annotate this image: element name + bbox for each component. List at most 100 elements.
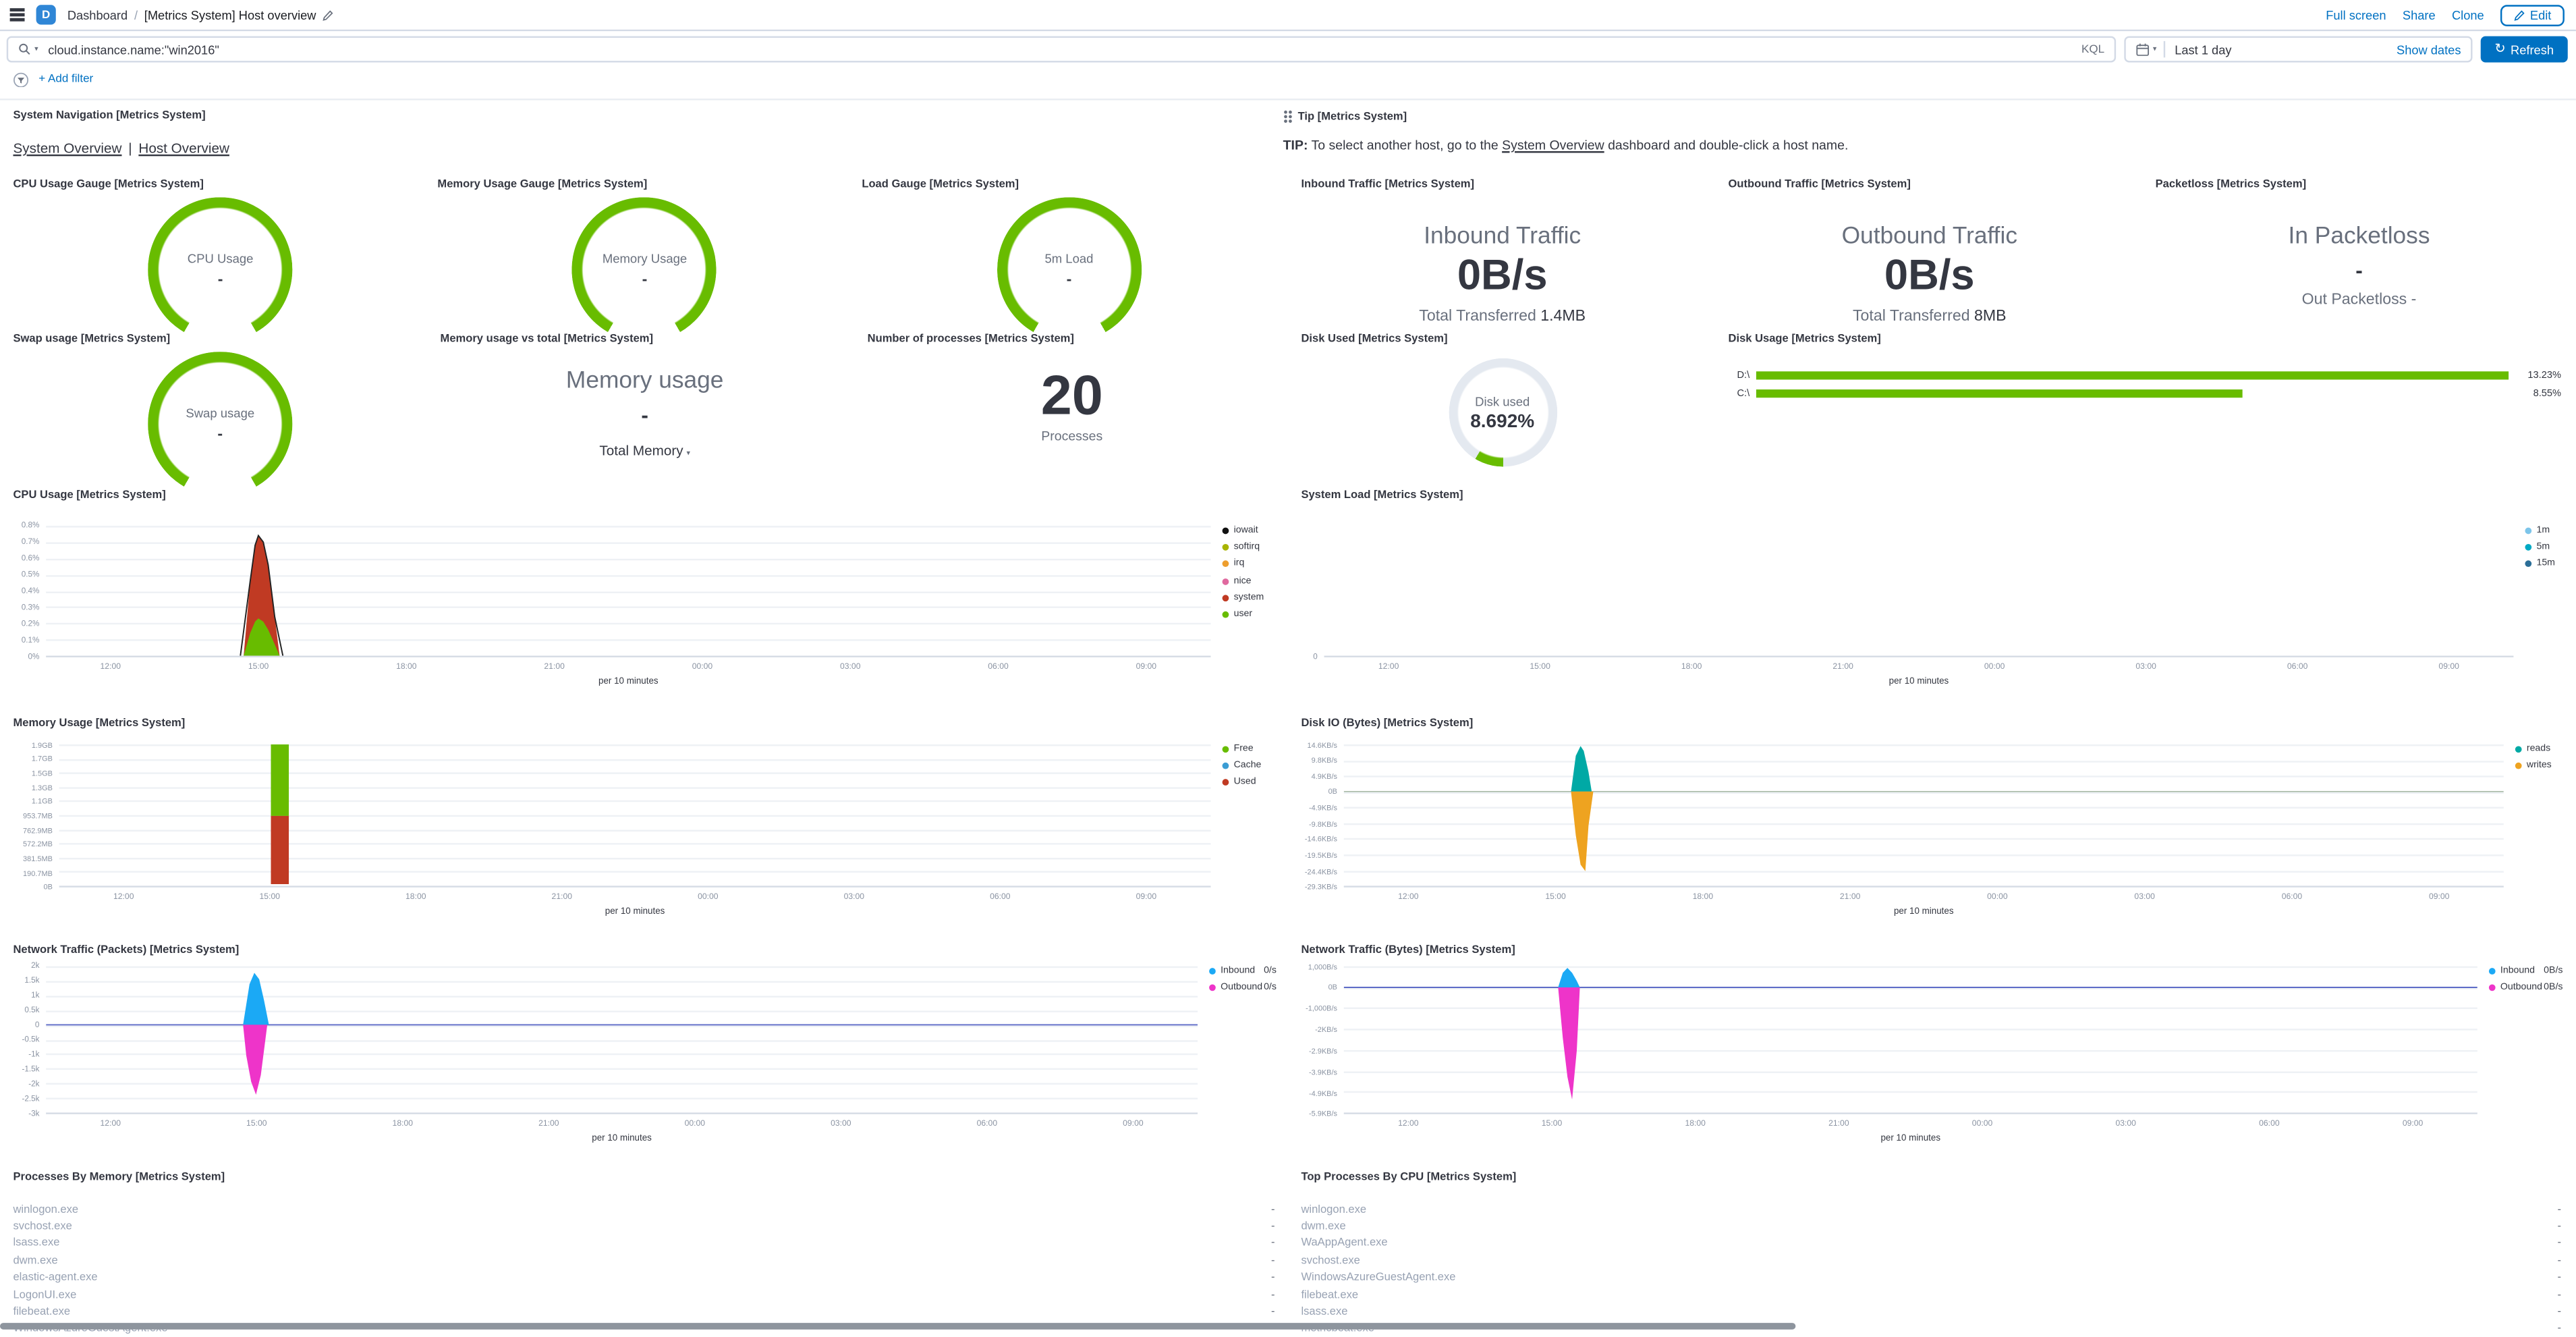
process-name: filebeat.exe bbox=[1301, 1289, 1359, 1301]
edit-button[interactable]: Edit bbox=[2500, 4, 2565, 26]
x-axis-ticks: 12:00 15:00 18:00 21:00 00:00 03:00 06:00 09:00 bbox=[1398, 1119, 2424, 1129]
legend-item[interactable]: Used bbox=[1222, 777, 1277, 788]
panel-title[interactable]: Inbound Traffic [Metrics System] bbox=[1301, 179, 1475, 191]
panel-outbound-traffic: Outbound Traffic [Metrics System] Outbou… bbox=[1723, 173, 2135, 327]
process-row: svchost.exe - bbox=[1301, 1253, 2561, 1270]
system-overview-link[interactable]: System Overview bbox=[1502, 138, 1604, 153]
legend-color-dot bbox=[1222, 780, 1229, 786]
panel-title[interactable]: Disk IO (Bytes) [Metrics System] bbox=[1301, 718, 1474, 730]
legend-item[interactable]: 5m bbox=[2525, 543, 2563, 553]
panel-title[interactable]: Memory Usage [Metrics System] bbox=[13, 718, 186, 730]
query-text[interactable]: cloud.instance.name:"win2016" bbox=[48, 42, 219, 57]
legend-value: 0B/s bbox=[2544, 983, 2563, 993]
legend-item[interactable]: reads bbox=[2515, 744, 2563, 755]
panel-title[interactable]: System Navigation [Metrics System] bbox=[13, 110, 206, 122]
filter-icon[interactable] bbox=[13, 72, 29, 88]
legend-item[interactable]: Outbound 0B/s bbox=[2488, 983, 2563, 993]
panel-disk-used: Disk Used [Metrics System] Disk used 8.6… bbox=[1296, 327, 1708, 483]
network-bytes-plot[interactable] bbox=[1343, 966, 2477, 1114]
legend-item[interactable]: Inbound 0B/s bbox=[2488, 966, 2563, 976]
panel-inbound-traffic: Inbound Traffic [Metrics System] Inbound… bbox=[1296, 173, 1708, 327]
memory-usage-plot[interactable] bbox=[59, 744, 1211, 888]
panel-title[interactable]: Processes By Memory [Metrics System] bbox=[13, 1172, 225, 1184]
legend-item[interactable]: Cache bbox=[1222, 761, 1277, 771]
kql-language-button[interactable]: KQL bbox=[2081, 43, 2105, 55]
time-range-label[interactable]: Last 1 day bbox=[2175, 42, 2232, 57]
header-action-link[interactable]: Share bbox=[2402, 7, 2436, 22]
disk-io-plot[interactable] bbox=[1343, 744, 2504, 888]
panel-title[interactable]: Number of processes [Metrics System] bbox=[867, 333, 1074, 346]
refresh-button[interactable]: ↻ Refresh bbox=[2480, 36, 2568, 63]
drag-handle-icon[interactable] bbox=[1283, 110, 1293, 123]
panel-disk-usage: Disk Usage [Metrics System] D:\ 13.23% C… bbox=[1723, 327, 2568, 483]
calendar-menu-button[interactable]: ▾ bbox=[2135, 43, 2156, 57]
metric-secondary-value: - bbox=[2411, 291, 2417, 310]
process-value: - bbox=[1270, 1221, 1275, 1233]
system-overview-nav-link[interactable]: System Overview bbox=[13, 139, 122, 157]
legend-item[interactable]: Inbound 0/s bbox=[1209, 966, 1277, 976]
x-axis-ticks: 12:00 15:00 18:00 21:00 00:00 03:00 06:00 09:00 bbox=[1398, 892, 2450, 902]
cpu-usage-plot[interactable] bbox=[46, 526, 1211, 657]
header-action-link[interactable]: Clone bbox=[2451, 7, 2484, 22]
panel-title[interactable]: Network Traffic (Bytes) [Metrics System] bbox=[1301, 945, 1515, 957]
legend-item[interactable]: Outbound 0/s bbox=[1209, 983, 1277, 993]
panel-title[interactable]: Top Processes By CPU [Metrics System] bbox=[1301, 1172, 1517, 1184]
legend-item[interactable]: 1m bbox=[2525, 526, 2563, 536]
legend-item[interactable]: user bbox=[1222, 609, 1277, 620]
space-avatar[interactable]: D bbox=[36, 5, 56, 25]
saved-query-menu-button[interactable]: ▾ bbox=[18, 43, 38, 55]
process-row: winlogon.exe - bbox=[1301, 1201, 2561, 1218]
legend-item[interactable]: writes bbox=[2515, 761, 2563, 771]
process-value: - bbox=[1270, 1306, 1275, 1318]
network-packets-plot[interactable] bbox=[46, 966, 1198, 1114]
bar-track bbox=[1756, 371, 2509, 379]
panel-title[interactable]: Network Traffic (Packets) [Metrics Syste… bbox=[13, 945, 240, 957]
panel-title[interactable]: Disk Used [Metrics System] bbox=[1301, 333, 1448, 346]
gauge-arc bbox=[997, 197, 1142, 342]
legend-item[interactable]: nice bbox=[1222, 576, 1277, 586]
host-overview-nav-link[interactable]: Host Overview bbox=[138, 139, 229, 157]
chart-legend: Inbound 0B/s Outbound 0B/s bbox=[2477, 966, 2563, 1114]
panel-title[interactable]: Packetloss [Metrics System] bbox=[2155, 179, 2307, 191]
legend-item[interactable]: Free bbox=[1222, 744, 1277, 755]
panel-title[interactable]: Memory usage vs total [Metrics System] bbox=[440, 333, 654, 346]
panel-title[interactable]: Load Gauge [Metrics System] bbox=[862, 179, 1019, 191]
system-load-plot[interactable] bbox=[1324, 526, 2514, 657]
disk-usage-row: C:\ 8.55% bbox=[1727, 385, 2561, 403]
gauge-value: - bbox=[1066, 270, 1072, 289]
menu-button[interactable] bbox=[9, 6, 25, 23]
panel-title[interactable]: System Load [Metrics System] bbox=[1301, 489, 1463, 501]
total-memory-dropdown[interactable]: Total Memory ▾ bbox=[599, 443, 690, 459]
legend-item[interactable]: irq bbox=[1222, 560, 1277, 569]
legend-color-dot bbox=[1222, 578, 1229, 584]
query-input[interactable]: ▾ cloud.instance.name:"win2016" KQL bbox=[6, 36, 2117, 63]
panel-title[interactable]: Disk Usage [Metrics System] bbox=[1728, 333, 1881, 346]
panel-top-processes-by-cpu: Top Processes By CPU [Metrics System] wi… bbox=[1296, 1165, 2568, 1334]
legend-item[interactable]: iowait bbox=[1222, 526, 1277, 536]
legend-item[interactable]: 15m bbox=[2525, 560, 2563, 569]
header-action-link[interactable]: Full screen bbox=[2326, 7, 2386, 22]
disk-usage-bars: D:\ 13.23% C:\ 8.55% bbox=[1727, 366, 2561, 403]
panel-title[interactable]: Swap usage [Metrics System] bbox=[13, 333, 171, 346]
panel-title[interactable]: CPU Usage [Metrics System] bbox=[13, 489, 166, 501]
panel-title[interactable]: Tip [Metrics System] bbox=[1278, 103, 2569, 123]
process-row: filebeat.exe - bbox=[1301, 1286, 2561, 1303]
process-name: dwm.exe bbox=[13, 1255, 58, 1267]
pencil-icon[interactable] bbox=[323, 9, 334, 20]
panel-network-packets-chart: Network Traffic (Packets) [Metrics Syste… bbox=[8, 938, 1281, 1165]
breadcrumb-dashboard[interactable]: Dashboard bbox=[67, 7, 128, 22]
legend-item[interactable]: system bbox=[1222, 593, 1277, 603]
legend-label: Used bbox=[1233, 777, 1256, 788]
add-filter-link[interactable]: + Add filter bbox=[38, 74, 94, 86]
panel-title[interactable]: Outbound Traffic [Metrics System] bbox=[1728, 179, 1911, 191]
panel-title[interactable]: Memory Usage Gauge [Metrics System] bbox=[437, 179, 648, 191]
legend-item[interactable]: softirq bbox=[1222, 543, 1277, 553]
breadcrumb-separator: / bbox=[134, 7, 138, 22]
dropdown-label-text: Total Memory bbox=[599, 442, 683, 460]
horizontal-scrollbar-thumb[interactable] bbox=[0, 1323, 1796, 1330]
y-axis-ticks: 14.6KB/s 9.8KB/s 4.9KB/s 0B -4.9KB/s -9.8KB/s… bbox=[1304, 740, 1338, 892]
show-dates-link[interactable]: Show dates bbox=[2397, 42, 2461, 57]
gauge-value: - bbox=[642, 270, 648, 289]
process-value: - bbox=[2557, 1289, 2562, 1301]
panel-title[interactable]: CPU Usage Gauge [Metrics System] bbox=[13, 179, 204, 191]
